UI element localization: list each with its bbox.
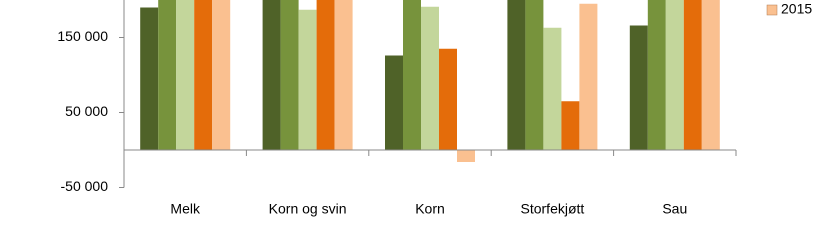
bar xyxy=(701,0,720,150)
bar xyxy=(298,9,317,150)
bar xyxy=(543,27,562,150)
bar xyxy=(334,0,353,150)
y-tick-label: 50 000 xyxy=(65,103,108,119)
bar xyxy=(212,0,231,150)
bar xyxy=(507,0,526,150)
x-tick-label: Melk xyxy=(170,201,201,217)
y-tick-label: 150 000 xyxy=(57,28,108,44)
legend-swatch xyxy=(766,4,778,16)
x-tick-label: Korn og svin xyxy=(269,201,347,217)
bar xyxy=(262,0,281,150)
legend-label: 2015 xyxy=(781,1,812,17)
x-tick-label: Sau xyxy=(662,201,687,217)
bar xyxy=(176,0,195,150)
x-tick-label: Storfekjøtt xyxy=(521,201,585,217)
bar xyxy=(683,0,702,150)
x-tick-label: Korn xyxy=(415,201,445,217)
bar xyxy=(385,55,403,150)
bar xyxy=(665,0,684,150)
bar xyxy=(403,0,421,150)
bar xyxy=(140,7,159,150)
bar xyxy=(316,0,335,150)
chart: -50 000 50 000 150 000 Melk Korn og svin Korn… xyxy=(57,0,812,217)
bar xyxy=(194,0,213,150)
bar xyxy=(561,101,580,150)
bar xyxy=(439,48,457,150)
bar xyxy=(579,3,598,150)
bar xyxy=(421,6,439,150)
bar xyxy=(647,0,666,150)
bar xyxy=(158,0,177,150)
bar xyxy=(457,150,475,162)
bar xyxy=(280,0,299,150)
bar xyxy=(629,25,648,150)
bar xyxy=(525,0,544,150)
y-tick-label: -50 000 xyxy=(61,178,109,194)
